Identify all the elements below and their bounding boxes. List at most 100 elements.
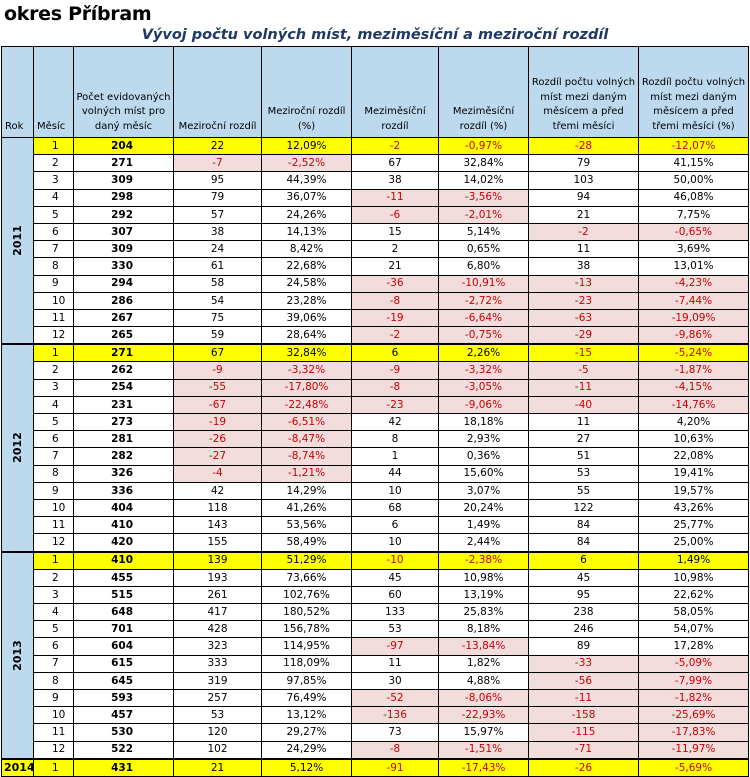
cell-pocet: 410 [73,516,174,535]
cell-mezimesicni-pct: -8,06% [438,688,529,708]
cell-mezimesicni: -6 [351,205,439,224]
header-rok: Rok [1,46,34,138]
cell-mezimesicni-pct: -0,97% [438,136,529,156]
cell-mezimesicni-pct: 20,24% [438,498,529,518]
cell-mezimesicni: 38 [351,171,439,190]
cell-rozdil3-pct: -4,15% [638,378,749,397]
cell-rozdil3-pct: 50,00% [638,171,749,190]
cell-mezimesicni: -136 [351,706,439,725]
cell-rozdil3-pct: 43,26% [638,498,749,518]
cell-mezirocni: 102 [173,740,262,760]
cell-pocet: 267 [73,308,174,328]
cell-mezimesicni-pct: 15,60% [438,464,529,483]
cell-rozdil3-pct: 41,15% [638,154,749,173]
cell-pocet: 231 [73,395,174,415]
cell-rozdil3: 11 [528,412,639,432]
cell-mezirocni-pct: 51,29% [261,550,352,570]
cell-mesic: 2 [33,154,74,173]
cell-mezimesicni-pct: -13,84% [438,637,529,656]
table-row: 4 648 417 180,52% 133 25,83% 238 58,05% [2,603,749,622]
cell-mezimesicni: 15 [351,222,439,242]
cell-mezirocni: -9 [173,361,262,380]
cell-mesic: 6 [33,430,74,449]
cell-mezimesicni: -8 [351,740,439,760]
cell-pocet: 271 [73,154,174,173]
cell-mezimesicni-pct: 3,07% [438,481,529,500]
cell-mesic: 7 [33,447,74,466]
cell-rozdil3: -11 [528,688,639,708]
table-row: 2 455 193 73,66% 45 10,98% 45 10,98% [2,568,749,587]
cell-rozdil3: 55 [528,481,639,500]
cell-mezirocni: -4 [173,464,262,483]
cell-mezimesicni: 10 [351,481,439,500]
cell-mesic: 1 [33,757,74,777]
cell-mesic: 4 [33,603,74,622]
cell-mezirocni-pct: 118,09% [261,654,352,673]
cell-pocet: 307 [73,222,174,242]
cell-mesic: 5 [33,620,74,639]
cell-mezirocni: 120 [173,723,262,742]
cell-mesic: 7 [33,654,74,673]
cell-mezirocni-pct: 28,64% [261,326,352,345]
cell-rozdil3: 27 [528,430,639,449]
cell-mezirocni-pct: 114,95% [261,637,352,656]
cell-pocet: 273 [73,412,174,432]
cell-mezirocni-pct: 24,26% [261,205,352,224]
cell-mezirocni-pct: -2,52% [261,154,352,173]
cell-pocet: 292 [73,205,174,224]
cell-mezimesicni: -8 [351,378,439,397]
cell-mezimesicni-pct: -6,64% [438,308,529,328]
cell-rozdil3-pct: 10,98% [638,568,749,587]
cell-mezirocni-pct: -8,74% [261,447,352,466]
cell-rozdil3-pct: 7,75% [638,205,749,224]
cell-mezirocni: 61 [173,257,262,276]
cell-pocet: 615 [73,654,174,673]
cell-rozdil3: 89 [528,637,639,656]
cell-rozdil3-pct: 25,77% [638,516,749,535]
cell-mezirocni-pct: 8,42% [261,240,352,259]
cell-mezimesicni-pct: -0,75% [438,326,529,345]
cell-mezirocni: 42 [173,481,262,500]
cell-mezimesicni-pct: 13,19% [438,585,529,605]
cell-mesic: 12 [33,533,74,552]
cell-mezimesicni-pct: -22,93% [438,706,529,725]
cell-mezimesicni-pct: 14,02% [438,171,529,190]
table-row: 5 292 57 24,26% -6 -2,01% 21 7,75% [2,205,749,224]
table-row: 12 265 59 28,64% -2 -0,75% -29 -9,86% [2,326,749,345]
cell-mezimesicni-pct: 8,18% [438,620,529,639]
cell-rozdil3-pct: 19,41% [638,464,749,483]
cell-mezirocni-pct: 180,52% [261,603,352,622]
cell-mezirocni: 118 [173,498,262,518]
cell-mesic: 3 [33,585,74,605]
cell-rozdil3-pct: 58,05% [638,603,749,622]
cell-mezimesicni-pct: -3,56% [438,188,529,207]
cell-mesic: 12 [33,740,74,760]
cell-rozdil3-pct: 54,07% [638,620,749,639]
cell-mezirocni-pct: 41,26% [261,498,352,518]
cell-pocet: 271 [73,343,174,363]
cell-rozdil3: -63 [528,308,639,328]
table-row: 11 530 120 29,27% 73 15,97% -115 -17,83% [2,723,749,742]
table-row: 2 271 -7 -2,52% 67 32,84% 79 41,15% [2,154,749,173]
year-label: 2012 [11,432,24,464]
cell-mezimesicni: -52 [351,688,439,708]
cell-mesic: 9 [33,688,74,708]
cell-pocet: 254 [73,378,174,397]
cell-mezimesicni-pct: -3,32% [438,361,529,380]
cell-mezirocni: 417 [173,603,262,622]
table-row: 2012 1 271 67 32,84% 6 2,26% -15 -5,24% [1,343,749,553]
cell-mesic: 1 [33,343,74,363]
header-mezirocni: Meziroční rozdíl [173,46,262,138]
header-pocet: Počet evidovaných volných míst pro daný … [73,46,174,138]
cell-rozdil3: -33 [528,654,639,673]
table-row: 9 593 257 76,49% -52 -8,06% -11 -1,82% [2,688,749,708]
cell-mezirocni: 143 [173,516,262,535]
cell-mezirocni: 257 [173,688,262,708]
cell-pocet: 522 [73,740,174,760]
cell-pocet: 593 [73,688,174,708]
cell-mezirocni-pct: 53,56% [261,516,352,535]
cell-mesic: 3 [33,171,74,190]
cell-pocet: 330 [73,257,174,276]
table-row: 8 645 319 97,85% 30 4,88% -56 -7,99% [2,671,749,691]
table-row: 10 404 118 41,26% 68 20,24% 122 43,26% [2,498,749,518]
